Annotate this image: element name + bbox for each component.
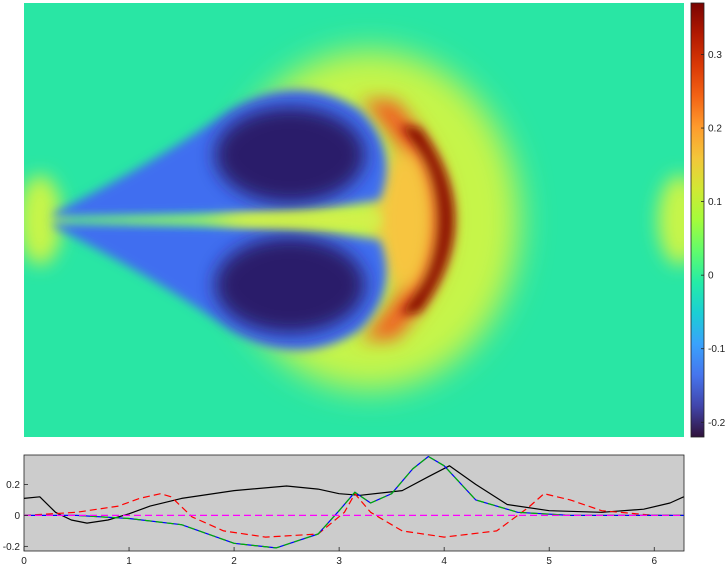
series-line (23, 465, 684, 524)
heatmap-panel (24, 3, 684, 437)
lower-lobe-core (215, 237, 365, 333)
series-line (23, 493, 684, 538)
central-streak (60, 214, 380, 226)
side-halo-right (658, 175, 684, 265)
y-tick-label: 0 (14, 511, 20, 522)
x-tick-label: 2 (231, 556, 237, 567)
series-line (24, 455, 684, 549)
upper-lobe-core (215, 107, 365, 203)
y-tick-label: -0.2 (3, 542, 21, 553)
colorbar-ticks: -0.2 -0.1 0 0.1 0.2 0.3 (701, 50, 726, 429)
positive-arc-core (400, 125, 454, 315)
x-tick-label: 0 (21, 556, 27, 567)
line-plot-background (23, 454, 685, 552)
x-tick-label: 4 (441, 556, 447, 567)
x-tick-label: 3 (336, 556, 342, 567)
colorbar-tick-label: 0.1 (708, 197, 722, 208)
arc-interior (377, 150, 433, 290)
x-tick-label: 6 (651, 556, 657, 567)
line-axes-ticks: 0 1 2 3 4 5 6-0.200.2 (3, 480, 658, 567)
colorbar-tick-label: 0.2 (708, 124, 722, 135)
line-series (23, 455, 684, 549)
y-tick-label: 0.2 (6, 480, 20, 491)
side-halo-left (24, 175, 62, 265)
colorbar-tick-label: 0.3 (708, 50, 722, 61)
colorbar-tick-label: -0.2 (708, 418, 726, 429)
colorbar-tick-label: 0 (708, 271, 714, 282)
x-tick-label: 1 (126, 556, 132, 567)
colorbar: -0.2 -0.1 0 0.1 0.2 0.3 (690, 2, 726, 438)
line-panel: 0 1 2 3 4 5 6-0.200.2 (3, 454, 685, 567)
colorbar-tick-label: -0.1 (708, 344, 726, 355)
x-tick-label: 5 (546, 556, 552, 567)
colorbar-gradient (690, 2, 705, 438)
